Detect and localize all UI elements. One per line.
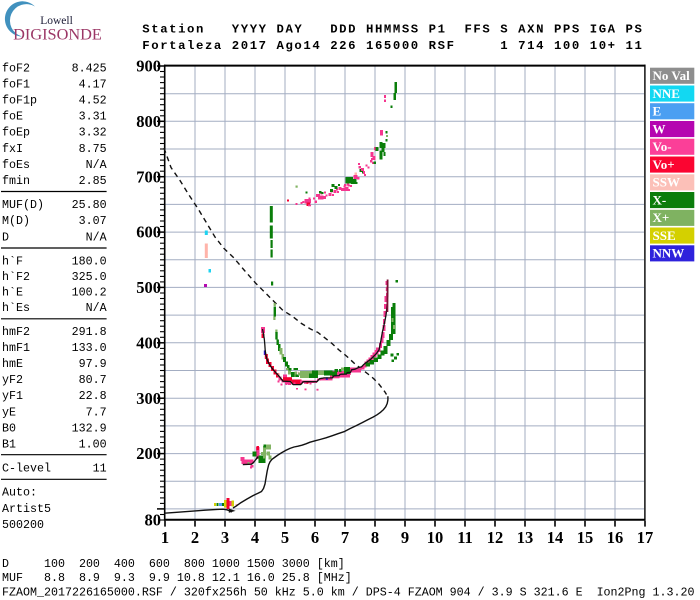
svg-text:7: 7 [341, 528, 349, 547]
svg-text:Fortaleza 2017 Ago14 226 16500: Fortaleza 2017 Ago14 226 165000 RSF 1 71… [142, 39, 643, 53]
svg-text:100.2: 100.2 [72, 285, 107, 299]
svg-text:180.0: 180.0 [72, 254, 107, 268]
svg-text:13: 13 [517, 528, 534, 547]
svg-text:15: 15 [577, 528, 594, 547]
svg-text:11: 11 [93, 461, 107, 475]
svg-text:No Val: No Val [653, 68, 691, 83]
svg-text:132.9: 132.9 [72, 421, 107, 435]
svg-text:MUF 8.8 8.9 9.3 9.9 10.8: MUF 8.8 8.9 9.3 9.9 10.8 12.1 16.0 25.8 … [2, 571, 352, 585]
svg-text:3: 3 [221, 528, 229, 547]
svg-text:Lowell: Lowell [40, 15, 73, 27]
svg-text:7.7: 7.7 [86, 405, 107, 419]
svg-text:325.0: 325.0 [72, 270, 107, 284]
svg-text:hmF1: hmF1 [2, 341, 30, 355]
svg-text:1: 1 [161, 528, 169, 547]
svg-text:SSW: SSW [653, 175, 680, 190]
svg-text:MUF(D): MUF(D) [2, 198, 44, 212]
svg-text:foEs: foEs [2, 158, 30, 172]
svg-text:2: 2 [191, 528, 199, 547]
svg-text:D 100 200 400 600 800: D 100 200 400 600 800 1000 1500 3000 [km… [2, 557, 345, 571]
svg-text:Vo+: Vo+ [653, 157, 675, 172]
svg-text:Station YYYY DAY DDD HHMMS: Station YYYY DAY DDD HHMMSS P1 FFS S AXN… [142, 23, 643, 37]
svg-text:500: 500 [136, 278, 161, 297]
svg-text:133.0: 133.0 [72, 341, 107, 355]
svg-text:foF2: foF2 [2, 61, 30, 75]
svg-text:400: 400 [136, 333, 161, 352]
svg-text:N/A: N/A [86, 158, 107, 172]
svg-text:h`Es: h`Es [2, 301, 30, 315]
svg-text:yF2: yF2 [2, 373, 23, 387]
svg-text:291.8: 291.8 [72, 325, 107, 339]
svg-text:4.52: 4.52 [79, 94, 107, 108]
svg-text:500200: 500200 [2, 518, 44, 532]
svg-text:17: 17 [637, 528, 654, 547]
svg-text:3.32: 3.32 [79, 126, 107, 140]
svg-text:fmin: fmin [2, 174, 30, 188]
svg-text:C-level: C-level [2, 461, 51, 475]
svg-text:foF1p: foF1p [2, 94, 37, 108]
svg-text:hmF2: hmF2 [2, 325, 30, 339]
svg-text:200: 200 [136, 444, 161, 463]
svg-text:D: D [2, 230, 9, 244]
svg-text:80: 80 [145, 511, 162, 530]
svg-text:2.85: 2.85 [79, 174, 107, 188]
svg-text:8: 8 [371, 528, 379, 547]
svg-text:DIGISONDE: DIGISONDE [13, 25, 102, 44]
svg-text:foEp: foEp [2, 126, 30, 140]
svg-text:W: W [653, 121, 666, 136]
svg-text:foF1: foF1 [2, 77, 30, 91]
svg-text:4.17: 4.17 [79, 77, 107, 91]
svg-text:yE: yE [2, 405, 16, 419]
svg-text:fxI: fxI [2, 142, 23, 156]
svg-text:5: 5 [281, 528, 289, 547]
svg-text:3.07: 3.07 [79, 214, 107, 228]
svg-text:hmE: hmE [2, 357, 23, 371]
svg-text:M(D): M(D) [2, 214, 30, 228]
svg-text:80.7: 80.7 [79, 373, 107, 387]
svg-text:16: 16 [607, 528, 624, 547]
svg-text:N/A: N/A [86, 301, 107, 315]
svg-text:X+: X+ [653, 210, 670, 225]
svg-text:h`F: h`F [2, 254, 23, 268]
svg-text:8.75: 8.75 [79, 142, 107, 156]
svg-text:NNW: NNW [653, 246, 685, 261]
svg-text:12: 12 [487, 528, 504, 547]
svg-text:900: 900 [136, 57, 161, 76]
svg-text:3.31: 3.31 [79, 110, 107, 124]
svg-text:h`F2: h`F2 [2, 270, 30, 284]
svg-text:300: 300 [136, 389, 161, 408]
svg-text:N/A: N/A [86, 230, 107, 244]
svg-text:FZAOM_2017226165000.RSF / 320f: FZAOM_2017226165000.RSF / 320fx256h 50 k… [2, 586, 695, 600]
svg-text:yF1: yF1 [2, 389, 23, 403]
svg-text:10: 10 [427, 528, 444, 547]
svg-text:NNE: NNE [653, 86, 680, 101]
svg-text:SSE: SSE [653, 228, 676, 243]
svg-text:Auto:: Auto: [2, 486, 37, 500]
svg-text:22.8: 22.8 [79, 389, 107, 403]
svg-text:25.80: 25.80 [72, 198, 107, 212]
svg-text:6: 6 [311, 528, 319, 547]
svg-text:X-: X- [653, 192, 667, 207]
svg-text:14: 14 [547, 528, 564, 547]
svg-text:Artist5: Artist5 [2, 502, 51, 516]
svg-text:1.00: 1.00 [79, 438, 107, 452]
svg-text:E: E [653, 104, 662, 119]
svg-text:foE: foE [2, 110, 23, 124]
svg-text:8.425: 8.425 [72, 61, 107, 75]
svg-text:B1: B1 [2, 438, 16, 452]
svg-text:9: 9 [401, 528, 409, 547]
svg-text:600: 600 [136, 223, 161, 242]
svg-text:B0: B0 [2, 421, 16, 435]
svg-text:97.9: 97.9 [79, 357, 107, 371]
svg-text:11: 11 [457, 528, 473, 547]
svg-text:800: 800 [136, 112, 161, 131]
svg-text:4: 4 [251, 528, 259, 547]
svg-text:h`E: h`E [2, 285, 23, 299]
svg-text:Vo-: Vo- [653, 139, 672, 154]
svg-text:700: 700 [136, 167, 161, 186]
